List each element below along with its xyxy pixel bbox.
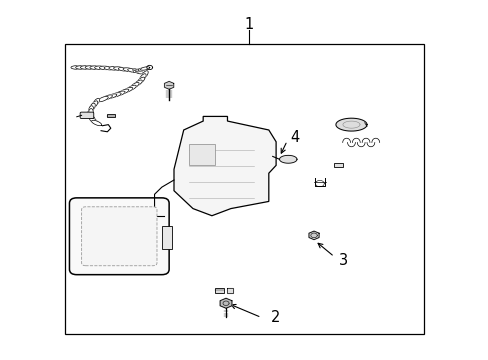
Polygon shape xyxy=(279,156,296,163)
Polygon shape xyxy=(138,67,147,71)
Polygon shape xyxy=(98,96,108,102)
Polygon shape xyxy=(126,85,136,91)
Text: 1: 1 xyxy=(244,17,253,32)
Polygon shape xyxy=(71,66,82,69)
Polygon shape xyxy=(132,69,143,74)
Text: 4: 4 xyxy=(290,130,299,145)
Polygon shape xyxy=(109,67,120,70)
Bar xyxy=(162,226,171,249)
FancyBboxPatch shape xyxy=(81,207,157,266)
Bar xyxy=(64,44,424,334)
Polygon shape xyxy=(133,80,142,86)
FancyBboxPatch shape xyxy=(69,198,169,275)
Polygon shape xyxy=(174,116,276,216)
Polygon shape xyxy=(164,81,173,89)
Polygon shape xyxy=(122,87,133,93)
Polygon shape xyxy=(92,98,100,106)
Polygon shape xyxy=(140,67,149,70)
Polygon shape xyxy=(308,231,319,240)
Polygon shape xyxy=(85,66,97,69)
Polygon shape xyxy=(123,68,134,72)
Polygon shape xyxy=(91,120,102,126)
Polygon shape xyxy=(89,103,95,111)
Polygon shape xyxy=(89,118,98,124)
Polygon shape xyxy=(133,69,142,73)
Bar xyxy=(215,288,224,293)
Polygon shape xyxy=(226,288,232,293)
Polygon shape xyxy=(104,66,116,70)
Polygon shape xyxy=(99,66,111,70)
Polygon shape xyxy=(130,82,139,89)
Polygon shape xyxy=(220,298,231,308)
Polygon shape xyxy=(87,112,94,120)
Polygon shape xyxy=(89,114,95,122)
Text: 3: 3 xyxy=(339,253,348,268)
Polygon shape xyxy=(113,67,125,71)
Polygon shape xyxy=(127,68,139,73)
Polygon shape xyxy=(90,66,102,69)
Polygon shape xyxy=(335,118,366,131)
FancyBboxPatch shape xyxy=(80,112,94,118)
Polygon shape xyxy=(76,66,87,69)
Bar xyxy=(107,114,115,117)
Polygon shape xyxy=(110,93,121,97)
Polygon shape xyxy=(139,74,146,81)
Polygon shape xyxy=(106,94,117,99)
Polygon shape xyxy=(102,95,112,100)
Polygon shape xyxy=(119,89,129,94)
Bar xyxy=(334,163,343,167)
Polygon shape xyxy=(88,106,93,114)
Polygon shape xyxy=(136,77,144,84)
Polygon shape xyxy=(118,67,129,71)
Polygon shape xyxy=(91,101,98,108)
Polygon shape xyxy=(95,66,106,69)
Polygon shape xyxy=(141,71,148,78)
Polygon shape xyxy=(135,68,144,72)
Bar xyxy=(188,144,215,165)
Text: 2: 2 xyxy=(271,310,280,325)
Polygon shape xyxy=(81,66,92,69)
Polygon shape xyxy=(88,109,93,117)
Polygon shape xyxy=(114,91,125,96)
